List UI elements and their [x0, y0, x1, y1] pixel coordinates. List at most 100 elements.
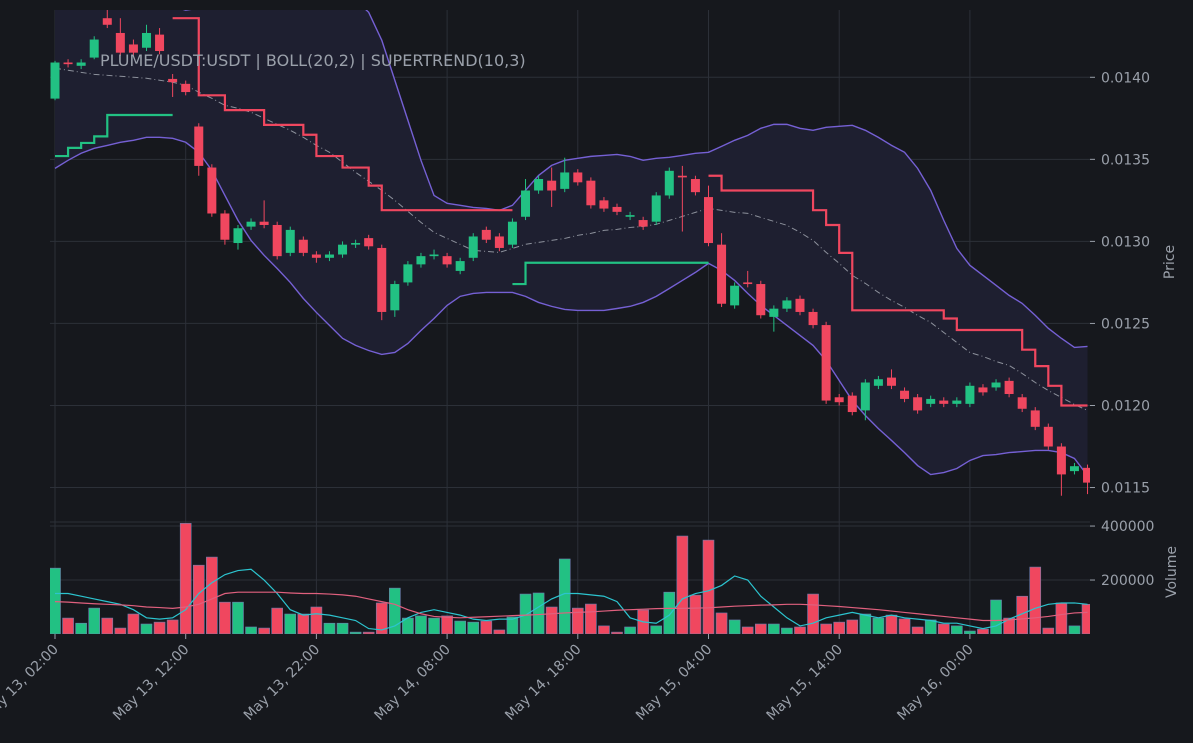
candle-body — [886, 377, 896, 386]
volume-bar — [192, 564, 205, 634]
candle-body — [834, 397, 844, 403]
y-tick-label: 0.0135 — [1101, 152, 1150, 168]
candle-body — [233, 228, 243, 244]
volume-bar — [846, 619, 859, 634]
volume-bar — [441, 615, 453, 634]
volume-bar — [519, 593, 532, 634]
candle-body — [795, 298, 805, 312]
candle-body — [651, 195, 661, 222]
volume-bar — [728, 619, 741, 634]
volume-bar — [1068, 625, 1081, 634]
volume-bar — [297, 613, 310, 634]
candle-body — [625, 215, 635, 217]
candle-body — [952, 400, 962, 404]
candle-body — [220, 213, 230, 240]
volume-bar — [754, 623, 767, 634]
candle-body — [821, 325, 831, 401]
candle-body — [259, 221, 269, 225]
candle-body — [573, 172, 583, 183]
candle-body — [155, 34, 165, 52]
volume-bar — [768, 623, 780, 634]
candle-body — [965, 385, 975, 404]
volume-bar — [493, 629, 506, 634]
volume-bar — [219, 601, 231, 634]
candle-body — [730, 285, 740, 306]
volume-bar — [153, 621, 166, 634]
candle-body — [494, 236, 504, 248]
volume-bar — [545, 606, 558, 634]
volume-bar — [271, 607, 283, 634]
volume-bar — [415, 615, 427, 634]
candle-body — [860, 382, 870, 411]
candle-body — [612, 206, 622, 212]
candle-body — [913, 397, 923, 411]
volume-bar — [702, 539, 715, 634]
price-panel — [50, 10, 1090, 496]
candle-body — [873, 379, 883, 386]
candle-body — [442, 256, 452, 265]
volume-bar — [741, 626, 754, 634]
candle-body — [717, 244, 727, 304]
candle-body — [416, 256, 426, 265]
volume-bar — [428, 617, 440, 634]
volume-bar — [349, 631, 362, 634]
candle-body — [1056, 446, 1066, 475]
candle-body — [298, 239, 308, 253]
candle-body — [272, 224, 282, 257]
volume-bar — [362, 631, 375, 634]
volume-axis-label: Volume — [1164, 546, 1180, 598]
y-tick-label: 0.0130 — [1101, 234, 1150, 250]
candle-body — [1004, 380, 1014, 394]
candle-body — [808, 311, 818, 326]
candle-body — [507, 221, 517, 245]
candle-body — [1030, 410, 1040, 427]
volume-bar — [389, 587, 401, 634]
volume-bar — [807, 593, 819, 634]
candle-body — [991, 382, 1001, 388]
candle-body — [338, 244, 348, 255]
volume-bar — [467, 621, 480, 634]
candle-body — [311, 254, 321, 258]
band-line — [54, 67, 1088, 411]
candle-body — [181, 83, 191, 93]
volume-bar — [284, 613, 297, 634]
candle-body — [246, 221, 256, 227]
volume-bar — [532, 592, 545, 634]
volume-bar — [1055, 602, 1068, 634]
volume-bar — [794, 626, 806, 634]
candle-body — [677, 175, 687, 178]
y-tick-label: 0.0115 — [1101, 481, 1150, 497]
volume-bar — [781, 627, 793, 634]
volume-bar — [872, 617, 885, 634]
candle-body — [521, 190, 531, 217]
candle-body — [102, 18, 112, 25]
volume-bar — [911, 626, 924, 634]
volume-bar — [375, 602, 388, 634]
candle-body — [128, 44, 138, 53]
volume-bar — [179, 523, 192, 634]
candle-body — [560, 172, 570, 189]
volume-bar — [127, 613, 140, 634]
candle-body — [403, 264, 413, 283]
volume-bar — [715, 612, 728, 634]
volume-bar — [820, 623, 832, 634]
volume-bar — [624, 626, 636, 634]
candle-body — [50, 62, 60, 99]
chart-title: PLUME/USDT:USDT | BOLL(20,2) | SUPERTREN… — [100, 51, 526, 70]
candle-body — [194, 126, 204, 166]
volume-bar — [885, 614, 898, 634]
candle-body — [207, 167, 217, 214]
volume-bar — [114, 627, 127, 634]
volume-bar — [676, 535, 689, 634]
candle-body — [468, 236, 478, 258]
candle-body — [756, 284, 766, 316]
candle-body — [76, 62, 86, 66]
volume-bar — [336, 622, 349, 634]
candle-body — [1017, 397, 1027, 409]
candle-body — [534, 179, 544, 191]
volume-panel — [50, 523, 1090, 634]
volume-bar — [650, 625, 663, 634]
volume-bar — [585, 603, 597, 634]
candle-body — [900, 390, 910, 399]
